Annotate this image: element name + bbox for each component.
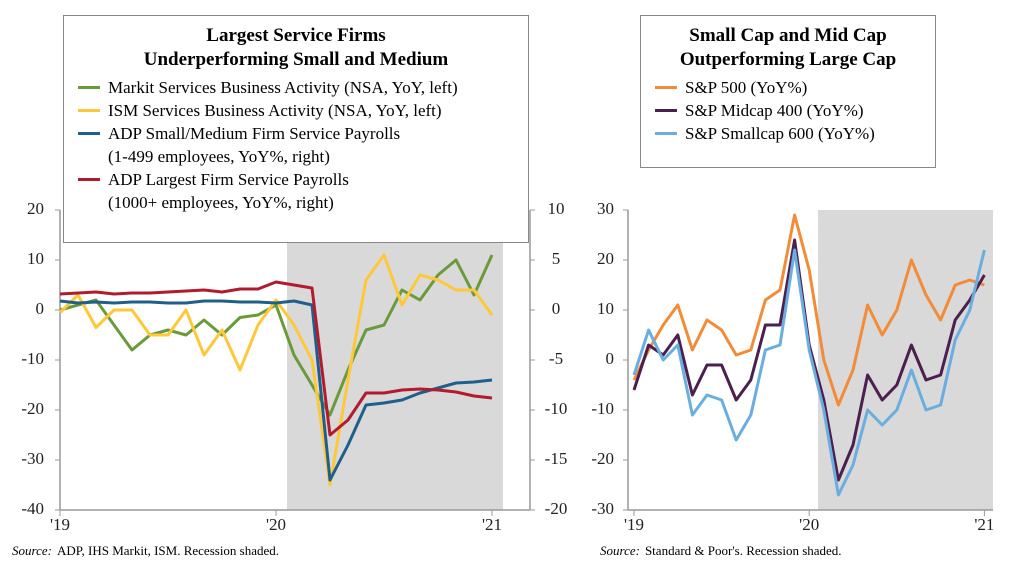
y2-tick-label: -10 xyxy=(545,399,568,418)
source-note: Source: Standard & Poor's. Recession shad… xyxy=(600,543,842,559)
chart-title: Small Cap and Mid Cap Outperforming Larg… xyxy=(679,25,897,70)
x-tick-label: '21 xyxy=(974,515,994,534)
y-tick-label: -20 xyxy=(591,449,614,468)
y-tick-label: -20 xyxy=(21,399,44,418)
y2-tick-label: 0 xyxy=(552,299,561,318)
series-line xyxy=(632,248,986,497)
legend-swatch xyxy=(78,86,100,89)
source-text: Standard & Poor's. Recession shaded. xyxy=(644,543,842,558)
legend-label: Markit Services Business Activity (NSA, … xyxy=(108,78,458,97)
legend-entry: ISM Services Business Activity (NSA, YoY… xyxy=(78,99,514,122)
y-tick-label: 20 xyxy=(597,249,614,268)
legend-label: S&P 500 (YoY%) xyxy=(685,78,808,97)
series-line xyxy=(58,253,494,487)
series-line xyxy=(59,299,493,482)
source-note: Source: ADP, IHS Markit, ISM. Recession s… xyxy=(12,543,279,559)
source-text: ADP, IHS Markit, ISM. Recession shaded. xyxy=(56,543,280,558)
y-tick-label: 20 xyxy=(27,199,44,218)
y-tick-label: 10 xyxy=(27,249,44,268)
legend-entry: Markit Services Business Activity (NSA, … xyxy=(78,76,514,99)
series-line xyxy=(59,254,494,417)
legend: Small Cap and Mid Cap Outperforming Larg… xyxy=(640,15,936,168)
legend-swatch xyxy=(655,132,677,135)
y-tick-label: -40 xyxy=(21,499,44,518)
legend-entry: S&P 500 (YoY%) xyxy=(655,76,921,99)
x-tick-label: '20 xyxy=(266,515,286,534)
y2-tick-label: 5 xyxy=(552,249,561,268)
legend-entry: S&P Smallcap 600 (YoY%) xyxy=(655,122,921,145)
source-label: Source: xyxy=(12,543,52,558)
legend-entry: ADP Largest Firm Service Payrolls (1000+… xyxy=(78,168,514,214)
y2-tick-label: -5 xyxy=(549,349,563,368)
legend-swatch xyxy=(78,109,100,112)
y2-tick-label: -15 xyxy=(545,449,568,468)
recession-shade xyxy=(287,210,503,510)
legend-entry: ADP Small/Medium Firm Service Payrolls (… xyxy=(78,122,514,168)
legend-entry: S&P Midcap 400 (YoY%) xyxy=(655,99,921,122)
chart-title: Largest Service Firms Underperforming Sm… xyxy=(143,25,449,70)
series-line xyxy=(59,280,493,437)
y-tick-label: -30 xyxy=(21,449,44,468)
legend-swatch xyxy=(655,109,677,112)
source-label: Source: xyxy=(600,543,640,558)
legend-label: ISM Services Business Activity (NSA, YoY… xyxy=(108,101,442,120)
y-tick-label: 0 xyxy=(606,349,615,368)
y2-tick-label: -20 xyxy=(545,499,568,518)
y-tick-label: -10 xyxy=(591,399,614,418)
x-tick-label: '19 xyxy=(624,515,644,534)
legend-label: ADP Small/Medium Firm Service Payrolls (… xyxy=(108,124,401,166)
y-tick-label: 10 xyxy=(597,299,614,318)
legend-label: S&P Smallcap 600 (YoY%) xyxy=(685,124,875,143)
x-tick-label: '20 xyxy=(799,515,819,534)
legend-swatch xyxy=(78,132,100,135)
x-tick-label: '19 xyxy=(50,515,70,534)
y-tick-label: 30 xyxy=(597,199,614,218)
legend-swatch xyxy=(78,178,100,181)
y-tick-label: -10 xyxy=(21,349,44,368)
x-tick-label: '21 xyxy=(482,515,502,534)
y2-tick-label: 10 xyxy=(548,199,565,218)
y-tick-label: 0 xyxy=(36,299,45,318)
legend-label: S&P Midcap 400 (YoY%) xyxy=(685,101,864,120)
legend: Largest Service Firms Underperforming Sm… xyxy=(63,15,529,243)
legend-swatch xyxy=(655,86,677,89)
y-tick-label: -30 xyxy=(591,499,614,518)
legend-label: ADP Largest Firm Service Payrolls (1000+… xyxy=(108,170,349,212)
series-line xyxy=(632,213,985,407)
